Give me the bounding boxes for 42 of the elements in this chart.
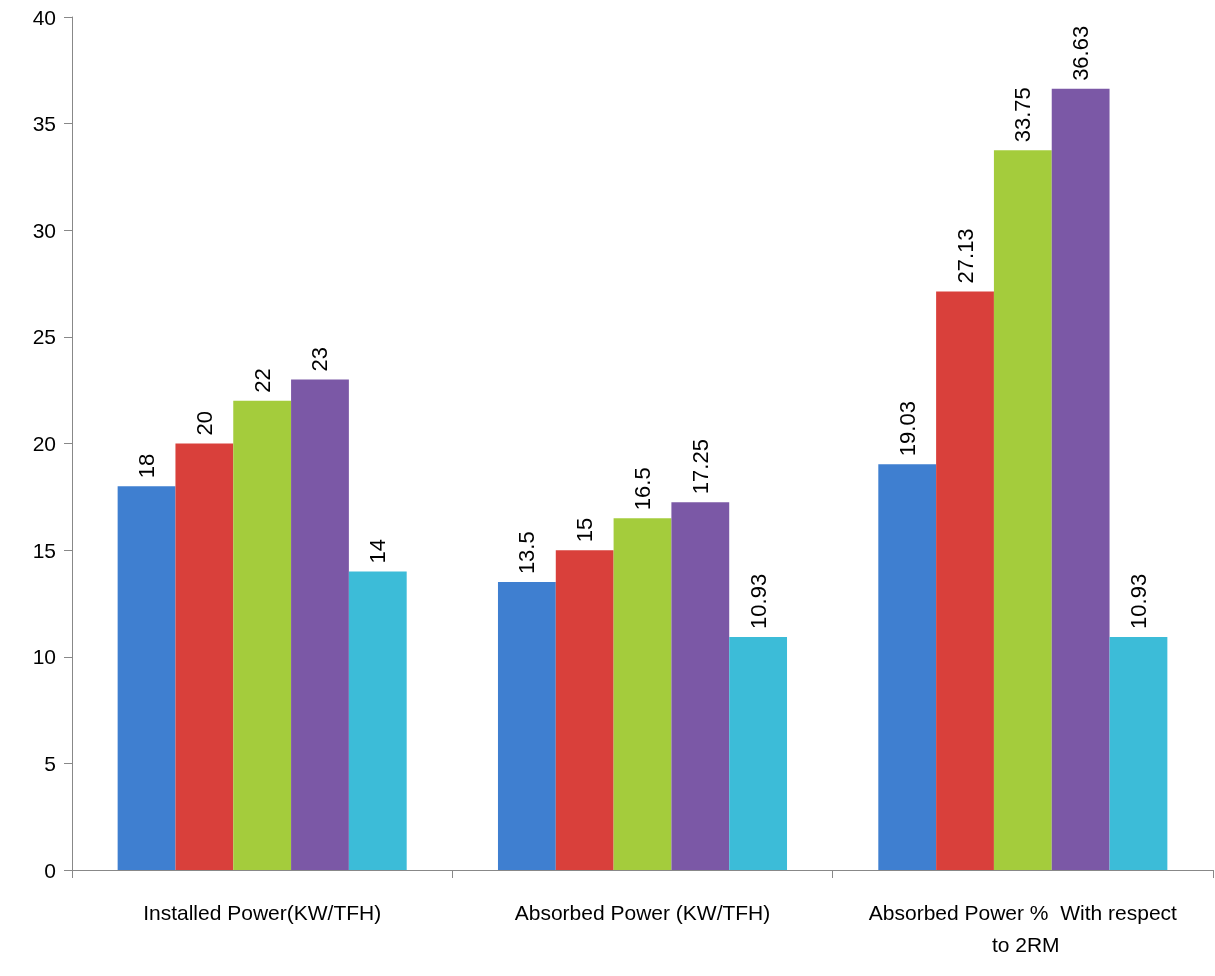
y-tick-label: 25 [32, 325, 56, 349]
y-tick-label: 5 [44, 751, 56, 775]
bar [729, 636, 788, 870]
data-label: 10.93 [745, 573, 771, 629]
bar [175, 443, 234, 870]
data-label: 15 [572, 517, 598, 543]
bar [613, 518, 672, 870]
y-tick-label: 40 [32, 5, 56, 29]
y-tick-label: 35 [32, 112, 56, 136]
data-label: 18 [134, 453, 160, 479]
y-tick-label: 0 [44, 858, 56, 882]
bar [993, 150, 1052, 870]
data-label: 14 [365, 538, 391, 564]
bar [233, 400, 292, 870]
data-label: 27.13 [952, 228, 978, 284]
y-tick-label: 10 [32, 645, 56, 669]
bar [936, 291, 994, 870]
data-label: 19.03 [894, 401, 920, 457]
bar [348, 571, 407, 870]
bar [555, 550, 614, 870]
bar [291, 379, 349, 870]
bar [1109, 636, 1168, 870]
bar [671, 502, 730, 870]
bar [117, 486, 176, 870]
y-tick-label: 20 [32, 432, 56, 455]
y-tick-label: 15 [32, 538, 56, 562]
data-label: 22 [249, 368, 275, 393]
bar [878, 464, 937, 870]
data-label: 16.5 [630, 467, 655, 511]
y-tick-label: 30 [32, 218, 56, 242]
data-label: 17.25 [687, 439, 713, 495]
x-tick-label: Installed Power(KW/TFH) [143, 900, 382, 924]
bar [1051, 88, 1110, 870]
data-label: 13.5 [514, 531, 540, 575]
x-tick-label: Absorbed Power (KW/TFH) [514, 900, 771, 924]
bar [497, 582, 556, 870]
data-label: 33.75 [1010, 87, 1036, 143]
data-label: 36.63 [1068, 25, 1094, 81]
data-label: 23 [307, 347, 333, 372]
data-label: 20 [191, 411, 217, 436]
x-tick-label: Absorbed Power % With respect to 2RM [868, 900, 1178, 956]
data-label: 10.93 [1125, 573, 1151, 629]
